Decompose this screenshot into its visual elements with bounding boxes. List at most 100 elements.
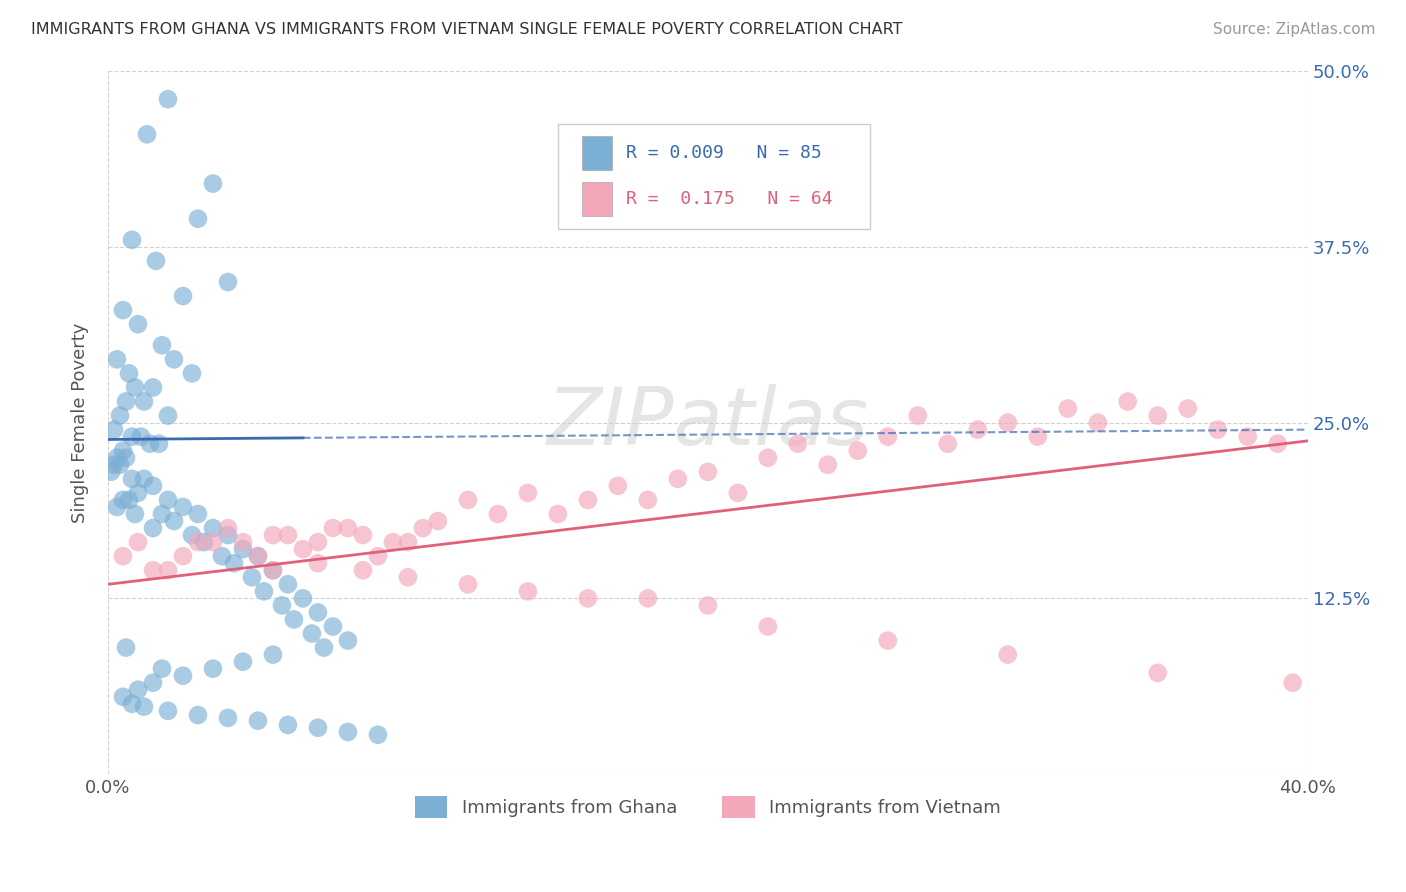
- Point: [217, 521, 239, 535]
- Point: [108, 458, 131, 472]
- Point: [246, 549, 269, 564]
- Point: [817, 458, 839, 472]
- Point: [115, 394, 138, 409]
- Point: [127, 535, 149, 549]
- Point: [426, 514, 449, 528]
- Point: [367, 549, 389, 564]
- Point: [121, 697, 143, 711]
- Point: [156, 92, 179, 106]
- Point: [291, 542, 314, 557]
- Point: [124, 507, 146, 521]
- Y-axis label: Single Female Poverty: Single Female Poverty: [72, 322, 89, 523]
- Point: [606, 479, 628, 493]
- Text: R =  0.175   N = 64: R = 0.175 N = 64: [626, 190, 832, 208]
- Point: [253, 584, 276, 599]
- Point: [118, 367, 141, 381]
- Point: [181, 367, 204, 381]
- Point: [262, 648, 284, 662]
- Point: [367, 728, 389, 742]
- Point: [132, 699, 155, 714]
- Point: [283, 612, 305, 626]
- Point: [1056, 401, 1078, 416]
- Point: [846, 443, 869, 458]
- Point: [307, 721, 329, 735]
- Point: [576, 591, 599, 606]
- Point: [756, 619, 779, 633]
- Point: [486, 507, 509, 521]
- Point: [756, 450, 779, 465]
- Point: [307, 535, 329, 549]
- Legend: Immigrants from Ghana, Immigrants from Vietnam: Immigrants from Ghana, Immigrants from V…: [408, 789, 1008, 825]
- Point: [1146, 665, 1168, 680]
- Point: [222, 556, 245, 570]
- Point: [217, 275, 239, 289]
- Point: [103, 458, 125, 472]
- Point: [966, 423, 988, 437]
- Point: [240, 570, 263, 584]
- Point: [121, 430, 143, 444]
- Point: [172, 669, 194, 683]
- Point: [1116, 394, 1139, 409]
- Point: [201, 177, 224, 191]
- Point: [105, 500, 128, 514]
- Point: [381, 535, 404, 549]
- Point: [163, 352, 186, 367]
- Point: [217, 528, 239, 542]
- Point: [121, 472, 143, 486]
- Point: [307, 556, 329, 570]
- Point: [150, 662, 173, 676]
- Point: [576, 492, 599, 507]
- Point: [907, 409, 929, 423]
- Point: [1206, 423, 1229, 437]
- Point: [457, 577, 479, 591]
- Point: [277, 718, 299, 732]
- Point: [201, 535, 224, 549]
- Point: [666, 472, 689, 486]
- Point: [193, 535, 215, 549]
- Point: [637, 492, 659, 507]
- Point: [352, 563, 374, 577]
- Point: [936, 436, 959, 450]
- Point: [412, 521, 434, 535]
- Point: [312, 640, 335, 655]
- Point: [1026, 430, 1049, 444]
- Point: [876, 430, 898, 444]
- FancyBboxPatch shape: [582, 182, 612, 216]
- Text: R = 0.009   N = 85: R = 0.009 N = 85: [626, 144, 823, 161]
- Point: [129, 430, 152, 444]
- Point: [322, 619, 344, 633]
- Point: [301, 626, 323, 640]
- Point: [246, 714, 269, 728]
- Point: [457, 492, 479, 507]
- Point: [163, 514, 186, 528]
- Text: Source: ZipAtlas.com: Source: ZipAtlas.com: [1212, 22, 1375, 37]
- Point: [516, 584, 538, 599]
- Point: [277, 528, 299, 542]
- Point: [127, 682, 149, 697]
- Point: [181, 528, 204, 542]
- Point: [1236, 430, 1258, 444]
- Point: [172, 289, 194, 303]
- FancyBboxPatch shape: [558, 124, 870, 229]
- Point: [115, 450, 138, 465]
- Point: [100, 465, 122, 479]
- Point: [142, 380, 165, 394]
- Point: [637, 591, 659, 606]
- Point: [307, 606, 329, 620]
- Point: [111, 549, 134, 564]
- Point: [1281, 675, 1303, 690]
- Point: [150, 507, 173, 521]
- Point: [103, 423, 125, 437]
- Point: [262, 528, 284, 542]
- Point: [516, 486, 538, 500]
- Text: ZIPatlas: ZIPatlas: [547, 384, 869, 461]
- Point: [115, 640, 138, 655]
- Point: [1146, 409, 1168, 423]
- Point: [187, 708, 209, 723]
- Point: [132, 472, 155, 486]
- Point: [139, 436, 162, 450]
- Point: [322, 521, 344, 535]
- Point: [876, 633, 898, 648]
- Point: [547, 507, 569, 521]
- Point: [786, 436, 808, 450]
